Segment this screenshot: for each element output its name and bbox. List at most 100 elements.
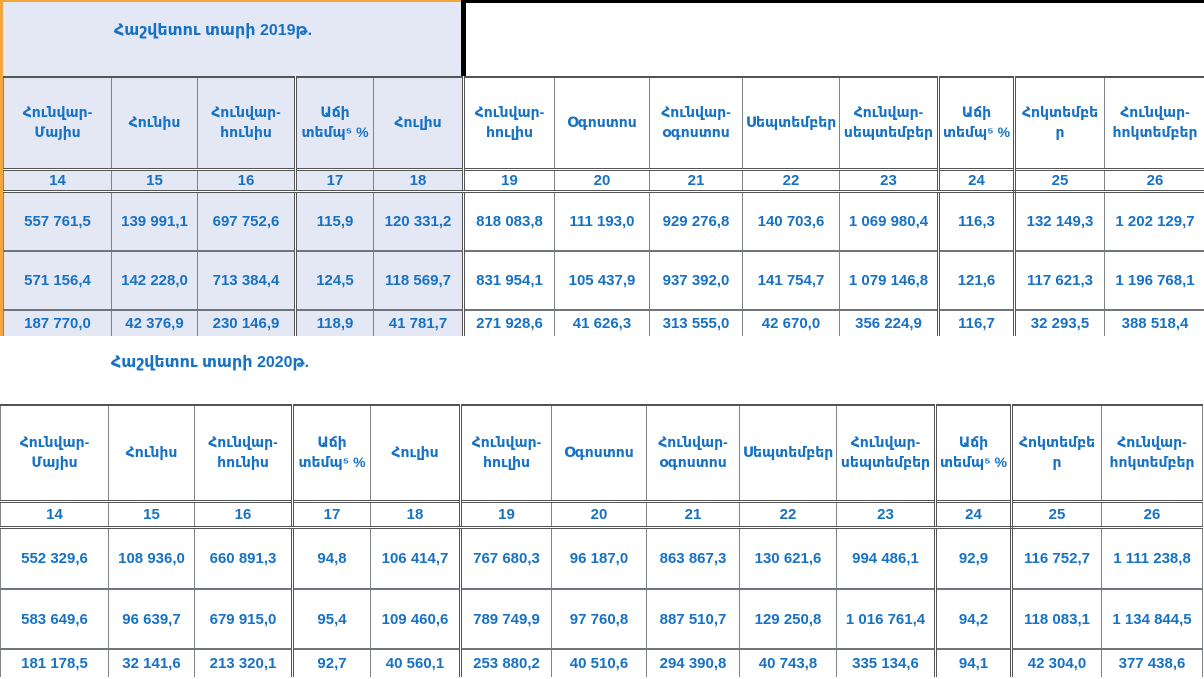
data-cell[interactable]: 42 670,0: [742, 309, 840, 336]
header-cell-22[interactable]: Սեպտեմբեր: [739, 404, 837, 502]
header-cell-18[interactable]: Հուլիս: [370, 404, 461, 502]
data-cell[interactable]: 571 156,4: [3, 250, 112, 311]
header-cell-20[interactable]: Օգոստոս: [554, 76, 650, 170]
header-cell-21[interactable]: Հունվար-օգոստոս: [646, 404, 740, 502]
data-cell[interactable]: 116 752,7: [1011, 526, 1102, 590]
header-cell-24[interactable]: Աճի տեմպ⁵ %: [934, 404, 1013, 502]
data-cell[interactable]: 356 224,9: [839, 309, 939, 336]
data-cell[interactable]: 41 626,3: [554, 309, 650, 336]
data-cell[interactable]: 377 438,6: [1101, 648, 1203, 677]
data-cell[interactable]: 713 384,4: [197, 250, 296, 311]
data-cell[interactable]: 116,7: [937, 309, 1016, 336]
column-number-cell[interactable]: 26: [1101, 499, 1203, 529]
column-number-cell[interactable]: 19: [462, 167, 555, 193]
data-cell[interactable]: 130 621,6: [739, 526, 837, 590]
data-cell[interactable]: 583 649,6: [0, 588, 109, 650]
data-cell[interactable]: 929 276,8: [649, 190, 743, 252]
header-cell-23[interactable]: Հունվար-սեպտեմբեր: [839, 76, 939, 170]
data-cell[interactable]: 96 187,0: [551, 526, 647, 590]
header-cell-21[interactable]: Հունվար-օգոստոս: [649, 76, 743, 170]
data-cell[interactable]: 94,2: [934, 588, 1013, 650]
data-cell[interactable]: 1 134 844,5: [1101, 588, 1203, 650]
column-number-cell[interactable]: 23: [836, 499, 936, 529]
data-cell[interactable]: 129 250,8: [739, 588, 837, 650]
data-cell[interactable]: 140 703,6: [742, 190, 840, 252]
data-cell[interactable]: 294 390,8: [646, 648, 740, 677]
report-year-title-2019[interactable]: Հաշվետու տարի 2019թ.: [113, 22, 313, 39]
data-cell[interactable]: 697 752,6: [197, 190, 296, 252]
column-number-cell[interactable]: 21: [646, 499, 740, 529]
data-cell[interactable]: 187 770,0: [3, 309, 112, 336]
header-cell-25[interactable]: Հոկտեմբեր: [1014, 76, 1105, 170]
column-number-cell[interactable]: 18: [370, 499, 461, 529]
data-cell[interactable]: 271 928,6: [462, 309, 555, 336]
data-cell[interactable]: 253 880,2: [459, 648, 552, 677]
data-cell[interactable]: 994 486,1: [836, 526, 936, 590]
data-cell[interactable]: 118,9: [294, 309, 374, 336]
column-number-cell[interactable]: 19: [459, 499, 552, 529]
column-number-cell[interactable]: 25: [1014, 167, 1105, 193]
data-cell[interactable]: 1 016 761,4: [836, 588, 936, 650]
data-cell[interactable]: 335 134,6: [836, 648, 936, 677]
data-cell[interactable]: 1 202 129,7: [1104, 190, 1204, 252]
data-cell[interactable]: 117 621,3: [1014, 250, 1105, 311]
data-cell[interactable]: 32 141,6: [108, 648, 195, 677]
data-cell[interactable]: 121,6: [937, 250, 1016, 311]
column-number-cell[interactable]: 24: [937, 167, 1016, 193]
data-cell[interactable]: 32 293,5: [1014, 309, 1105, 336]
column-number-cell[interactable]: 26: [1104, 167, 1204, 193]
data-cell[interactable]: 40 510,6: [551, 648, 647, 677]
header-cell-15[interactable]: Հունիս: [108, 404, 195, 502]
data-cell[interactable]: 118 083,1: [1011, 588, 1102, 650]
header-cell-17[interactable]: Աճի տեմպ⁵ %: [291, 404, 371, 502]
data-cell[interactable]: 937 392,0: [649, 250, 743, 311]
data-cell[interactable]: 95,4: [291, 588, 371, 650]
data-cell[interactable]: 142 228,0: [111, 250, 198, 311]
header-cell-18[interactable]: Հուլիս: [373, 76, 464, 170]
header-cell-22[interactable]: Սեպտեմբեր: [742, 76, 840, 170]
data-cell[interactable]: 313 555,0: [649, 309, 743, 336]
data-cell[interactable]: 94,1: [934, 648, 1013, 677]
data-cell[interactable]: 40 743,8: [739, 648, 837, 677]
header-cell-14[interactable]: Հունվար-Մայիս: [0, 404, 109, 502]
column-number-cell[interactable]: 20: [551, 499, 647, 529]
data-cell[interactable]: 42 376,9: [111, 309, 198, 336]
data-cell[interactable]: 120 331,2: [373, 190, 464, 252]
data-cell[interactable]: 181 178,5: [0, 648, 109, 677]
data-cell[interactable]: 230 146,9: [197, 309, 296, 336]
data-cell[interactable]: 863 867,3: [646, 526, 740, 590]
column-number-cell[interactable]: 23: [839, 167, 939, 193]
column-number-cell[interactable]: 15: [111, 167, 198, 193]
data-cell[interactable]: 96 639,7: [108, 588, 195, 650]
column-number-cell[interactable]: 14: [0, 499, 109, 529]
column-number-cell[interactable]: 22: [742, 167, 840, 193]
header-cell-24[interactable]: Աճի տեմպ⁵ %: [937, 76, 1016, 170]
data-cell[interactable]: 660 891,3: [194, 526, 293, 590]
data-cell[interactable]: 108 936,0: [108, 526, 195, 590]
header-cell-16[interactable]: Հունվար-հունիս: [197, 76, 296, 170]
data-cell[interactable]: 111 193,0: [554, 190, 650, 252]
header-cell-26[interactable]: Հունվար-հոկտեմբեր: [1101, 404, 1203, 502]
data-cell[interactable]: 92,9: [934, 526, 1013, 590]
column-number-cell[interactable]: 17: [294, 167, 374, 193]
column-number-cell[interactable]: 16: [197, 167, 296, 193]
data-cell[interactable]: 557 761,5: [3, 190, 112, 252]
header-cell-16[interactable]: Հունվար-հունիս: [194, 404, 293, 502]
column-number-cell[interactable]: 20: [554, 167, 650, 193]
data-cell[interactable]: 1 069 980,4: [839, 190, 939, 252]
column-number-cell[interactable]: 18: [373, 167, 464, 193]
header-cell-20[interactable]: Օգոստոս: [551, 404, 647, 502]
data-cell[interactable]: 213 320,1: [194, 648, 293, 677]
column-number-cell[interactable]: 16: [194, 499, 293, 529]
header-cell-14[interactable]: Հունվար-Մայիս: [3, 76, 112, 170]
data-cell[interactable]: 41 781,7: [373, 309, 464, 336]
header-cell-25[interactable]: Հոկտեմբեր: [1011, 404, 1102, 502]
data-cell[interactable]: 116,3: [937, 190, 1016, 252]
header-cell-23[interactable]: Հունվար-սեպտեմբեր: [836, 404, 936, 502]
header-cell-26[interactable]: Հունվար-հոկտեմբեր: [1104, 76, 1204, 170]
data-cell[interactable]: 1 079 146,8: [839, 250, 939, 311]
data-cell[interactable]: 831 954,1: [462, 250, 555, 311]
data-cell[interactable]: 139 991,1: [111, 190, 198, 252]
header-cell-15[interactable]: Հունիս: [111, 76, 198, 170]
data-cell[interactable]: 887 510,7: [646, 588, 740, 650]
